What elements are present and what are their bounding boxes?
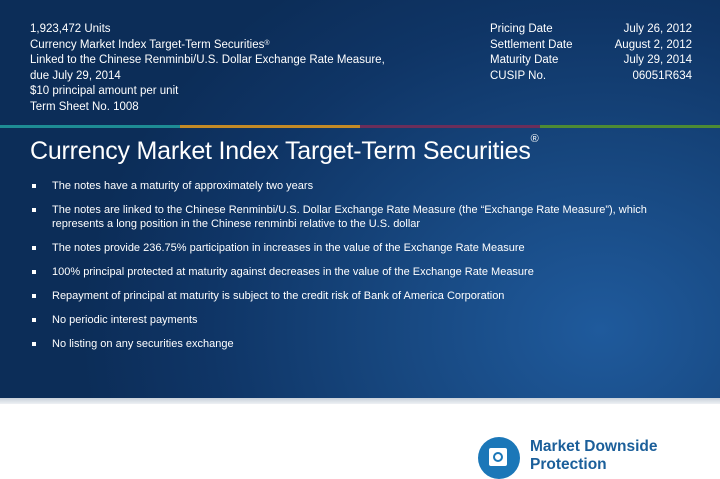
detail-label: Pricing Date	[490, 23, 553, 35]
bullet-square-icon	[32, 184, 36, 188]
product-name-line: Currency Market Index Target-Term Securi…	[30, 38, 385, 54]
bullet-square-icon	[32, 269, 36, 274]
list-item: The notes have a maturity of approximate…	[30, 180, 680, 194]
feature-list: The notes have a maturity of approximate…	[30, 180, 680, 362]
divider-stripe-green	[540, 125, 720, 128]
due-line: due July 29, 2014	[30, 69, 121, 82]
principal-line: $10 principal amount per unit	[30, 85, 179, 98]
list-item-text: The notes provide 236.75% participation …	[52, 241, 525, 254]
detail-row: CUSIP No. 06051R634	[490, 69, 692, 85]
detail-row: Maturity Date July 29, 2014	[490, 53, 692, 69]
list-item: The notes are linked to the Chinese Renm…	[30, 204, 680, 231]
badge-line-1: Market Downside	[530, 438, 658, 455]
list-item-text: No listing on any securities exchange	[52, 337, 234, 350]
detail-value: August 2, 2012	[614, 38, 692, 51]
page-title-text: Currency Market Index Target-Term Securi…	[30, 137, 531, 165]
list-item-text: The notes have a maturity of approximate…	[52, 180, 314, 192]
linked-to-line: Linked to the Chinese Renminbi/U.S. Doll…	[30, 54, 385, 67]
bullet-square-icon	[32, 245, 36, 250]
list-item-text: 100% principal protected at maturity aga…	[52, 265, 534, 278]
detail-value: 06051R634	[632, 69, 692, 82]
divider-stripe-plum	[360, 125, 540, 128]
product-name: Currency Market Index Target-Term Securi…	[30, 38, 265, 51]
list-item: 100% principal protected at maturity aga…	[30, 266, 680, 280]
divider-stripe-gold	[180, 125, 360, 128]
panel-bottom-edge	[0, 398, 720, 404]
bullet-square-icon	[32, 317, 36, 322]
detail-value: July 26, 2012	[623, 23, 692, 35]
page-title: Currency Market Index Target-Term Securi…	[30, 133, 539, 166]
term-sheet-line: Term Sheet No. 1008	[30, 100, 139, 113]
safe-body	[489, 448, 507, 466]
detail-row: Settlement Date August 2, 2012	[490, 38, 692, 54]
registered-mark: ®	[264, 39, 270, 47]
detail-value: July 29, 2014	[623, 54, 692, 67]
detail-label: CUSIP No.	[490, 69, 547, 82]
bullet-square-icon	[32, 208, 36, 212]
header-info: 1,923,472 Units Currency Market Index Ta…	[30, 22, 385, 116]
title-registered-mark: ®	[530, 133, 539, 145]
detail-label: Maturity Date	[490, 54, 559, 67]
detail-label: Settlement Date	[490, 38, 573, 51]
badge-line-2: Protection	[530, 456, 607, 473]
term-sheet-panel: 1,923,472 Units Currency Market Index Ta…	[0, 0, 720, 398]
detail-row: Pricing Date July 26, 2012	[490, 22, 692, 38]
bullet-square-icon	[32, 293, 36, 298]
safe-dial	[493, 452, 503, 462]
key-dates: Pricing Date July 26, 2012 Settlement Dat…	[490, 22, 692, 84]
list-item: No periodic interest payments	[30, 314, 680, 328]
list-item-text: The notes are linked to the Chinese Renm…	[52, 204, 647, 230]
list-item: The notes provide 236.75% participation …	[30, 242, 680, 256]
units-line: 1,923,472 Units	[30, 23, 111, 35]
list-item: Repayment of principal at maturity is su…	[30, 290, 680, 304]
safe-icon	[478, 437, 520, 479]
bullet-square-icon	[32, 341, 36, 346]
list-item-text: Repayment of principal at maturity is su…	[52, 289, 505, 302]
list-item-text: No periodic interest payments	[52, 313, 198, 326]
list-item: No listing on any securities exchange	[30, 338, 680, 352]
market-downside-protection-label: Market Downside Protection	[530, 438, 657, 474]
divider-stripe-teal	[0, 125, 180, 128]
